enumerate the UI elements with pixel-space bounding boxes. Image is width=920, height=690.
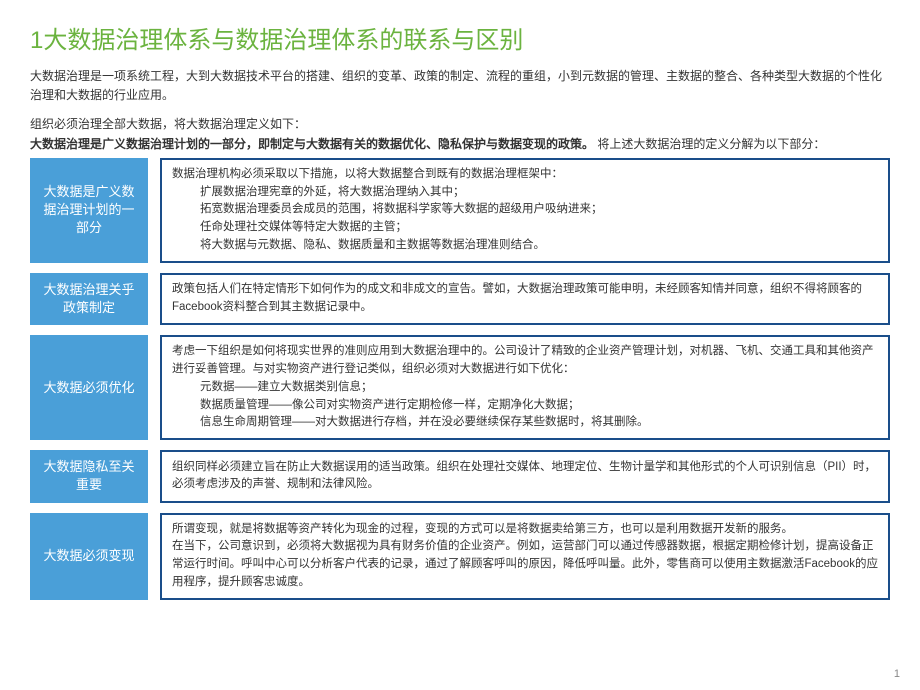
- section-line: 在当下，公司意识到，必须将大数据视为具有财务价值的企业资产。例如，运营部门可以通…: [172, 538, 878, 591]
- section-label: 大数据必须优化: [30, 335, 148, 440]
- page-title: 1大数据治理体系与数据治理体系的联系与区别: [30, 20, 890, 55]
- section-label: 大数据必须变现: [30, 513, 148, 600]
- section-row: 大数据是广义数据治理计划的一部分数据治理机构必须采取以下措施，以将大数据整合到既…: [30, 158, 890, 263]
- section-line: 考虑一下组织是如何将现实世界的准则应用到大数据治理中的。公司设计了精致的企业资产…: [172, 343, 878, 379]
- section-content: 组织同样必须建立旨在防止大数据误用的适当政策。组织在处理社交媒体、地理定位、生物…: [160, 450, 890, 502]
- section-line: 信息生命周期管理——对大数据进行存档，并在没必要继续保存某些数据时，将其删除。: [172, 414, 878, 432]
- intro-2-pre: 组织必须治理全部大数据，将大数据治理定义如下：: [30, 117, 306, 131]
- section-line: 任命处理社交媒体等特定大数据的主管；: [172, 219, 878, 237]
- intro-paragraph-1: 大数据治理是一项系统工程，大到大数据技术平台的搭建、组织的变革、政策的制定、流程…: [30, 67, 890, 105]
- section-label: 大数据治理关乎政策制定: [30, 273, 148, 325]
- section-row: 大数据治理关乎政策制定政策包括人们在特定情形下如何作为的成文和非成文的宣告。譬如…: [30, 273, 890, 325]
- section-line: 数据质量管理——像公司对实物资产进行定期检修一样，定期净化大数据；: [172, 397, 878, 415]
- section-line: 扩展数据治理宪章的外延，将大数据治理纳入其中；: [172, 184, 878, 202]
- section-label: 大数据隐私至关重要: [30, 450, 148, 502]
- section-content: 数据治理机构必须采取以下措施，以将大数据整合到既有的数据治理框架中：扩展数据治理…: [160, 158, 890, 263]
- section-line: 数据治理机构必须采取以下措施，以将大数据整合到既有的数据治理框架中：: [172, 166, 878, 184]
- intro-2-bold: 大数据治理是广义数据治理计划的一部分，即制定与大数据有关的数据优化、隐私保护与数…: [30, 137, 594, 151]
- section-row: 大数据隐私至关重要组织同样必须建立旨在防止大数据误用的适当政策。组织在处理社交媒…: [30, 450, 890, 502]
- section-row: 大数据必须变现 所谓变现，就是将数据等资产转化为现金的过程，变现的方式可以是将数据…: [30, 513, 890, 600]
- section-content: 考虑一下组织是如何将现实世界的准则应用到大数据治理中的。公司设计了精致的企业资产…: [160, 335, 890, 440]
- section-line: 元数据——建立大数据类别信息；: [172, 379, 878, 397]
- section-content: 所谓变现，就是将数据等资产转化为现金的过程，变现的方式可以是将数据卖给第三方，也…: [160, 513, 890, 600]
- intro-paragraph-2: 组织必须治理全部大数据，将大数据治理定义如下： 大数据治理是广义数据治理计划的一…: [30, 115, 890, 153]
- section-row: 大数据必须优化考虑一下组织是如何将现实世界的准则应用到大数据治理中的。公司设计了…: [30, 335, 890, 440]
- section-label: 大数据是广义数据治理计划的一部分: [30, 158, 148, 263]
- section-content: 政策包括人们在特定情形下如何作为的成文和非成文的宣告。譬如，大数据治理政策可能申…: [160, 273, 890, 325]
- section-line: 政策包括人们在特定情形下如何作为的成文和非成文的宣告。譬如，大数据治理政策可能申…: [172, 281, 878, 317]
- sections-container: 大数据是广义数据治理计划的一部分数据治理机构必须采取以下措施，以将大数据整合到既…: [30, 158, 890, 600]
- section-line: 所谓变现，就是将数据等资产转化为现金的过程，变现的方式可以是将数据卖给第三方，也…: [172, 521, 878, 539]
- section-line: 组织同样必须建立旨在防止大数据误用的适当政策。组织在处理社交媒体、地理定位、生物…: [172, 459, 878, 495]
- section-line: 将大数据与元数据、隐私、数据质量和主数据等数据治理准则结合。: [172, 237, 878, 255]
- page-number: 1: [894, 668, 900, 680]
- section-line: 拓宽数据治理委员会成员的范围，将数据科学家等大数据的超级用户吸纳进来；: [172, 201, 878, 219]
- intro-2-post: 将上述大数据治理的定义分解为以下部分：: [597, 137, 825, 151]
